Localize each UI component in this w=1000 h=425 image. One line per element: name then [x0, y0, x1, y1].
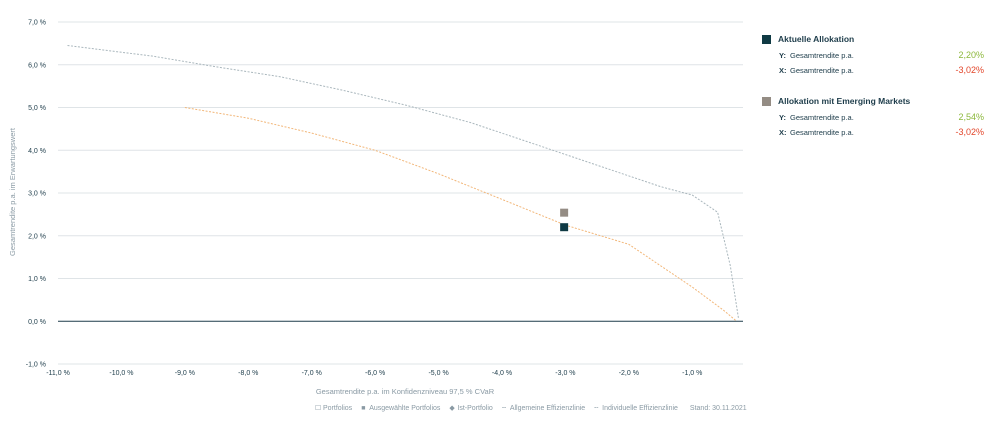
y-tick-label: 0,0 %	[28, 319, 46, 326]
y-tick-label: 6,0 %	[28, 62, 46, 69]
allocation-group-header[interactable]: Aktuelle Allokation	[762, 32, 984, 46]
color-swatch-icon	[762, 96, 771, 106]
legend-item: Individuelle Effizienzlinie	[602, 405, 678, 412]
y-tick-label: 7,0 %	[28, 20, 46, 27]
efficiency-chart: 7,0 % 6,0 % 5,0 % 4,0 % 3,0 % 2,0 % 1,0 % 0,0 %…	[8, 20, 747, 413]
legend-symbol: ☐	[315, 404, 321, 412]
emerging-markets-marker[interactable]	[560, 208, 569, 217]
chart-legend: ☐ Portfolios ■ Ausgewählte Portfolios ◆ Ist-P…	[315, 404, 747, 412]
allocation-title: Allokation mit Emerging Markets	[778, 96, 911, 106]
x-tick-label: -5,0 %	[428, 370, 448, 377]
row-description: Gesamtrendite p.a.	[790, 128, 854, 137]
allocation-row: Y: Gesamtrendite p.a. 2,20%	[762, 50, 984, 65]
row-description: Gesamtrendite p.a.	[790, 66, 854, 75]
x-axis-title: Gesamtrendite p.a. im Konfidenzniveau 97…	[316, 387, 495, 396]
legend-symbol: ╌	[594, 405, 599, 412]
allocation-group: Allokation mit Emerging Markets Y: Gesamtr…	[762, 94, 984, 142]
x-tick-label: -2,0 %	[619, 370, 639, 377]
stand-date: Stand: 30.11.2021	[690, 405, 747, 412]
x-tick-label: -6,0 %	[365, 370, 385, 377]
row-description: Gesamtrendite p.a.	[790, 51, 854, 60]
allocation-panel: Aktuelle Allokation Y: Gesamtrendite p.a. 2…	[762, 32, 984, 156]
row-axis-label: Y:	[779, 51, 786, 60]
y-tick-label: 2,0 %	[28, 233, 46, 240]
legend-symbol: ╌	[502, 405, 507, 412]
allocation-row: X: Gesamtrendite p.a. -3,02%	[762, 65, 984, 80]
individual-efficiency-line	[184, 107, 738, 322]
portfolio-markers	[560, 208, 569, 232]
row-axis-label: X:	[779, 128, 787, 137]
x-tick-label: -1,0 %	[682, 370, 702, 377]
legend-item: Ausgewählte Portfolios	[369, 405, 441, 412]
row-axis-label: X:	[779, 66, 787, 75]
x-tick-label: -7,0 %	[302, 370, 322, 377]
legend-item: Allgemeine Effizienzlinie	[510, 405, 585, 412]
y-axis-title: Gesamtrendite p.a. im Erwartungswert	[8, 127, 17, 256]
x-tick-label: -11,0 %	[46, 370, 70, 377]
row-value: -3,02%	[955, 127, 984, 137]
legend-item: Portfolios	[323, 405, 353, 412]
y-tick-label: 5,0 %	[28, 105, 46, 112]
row-value: 2,54%	[958, 112, 984, 122]
x-tick-labels: -11,0 % -10,0 % -9,0 % -8,0 % -7,0 % -6,0 % -5…	[46, 370, 702, 377]
x-tick-label: -4,0 %	[492, 370, 512, 377]
grid-lines	[58, 21, 743, 365]
row-value: -3,02%	[955, 65, 984, 75]
allocation-group: Aktuelle Allokation Y: Gesamtrendite p.a. 2…	[762, 32, 984, 80]
current-allocation-marker[interactable]	[560, 223, 569, 232]
x-tick-label: -9,0 %	[175, 370, 195, 377]
x-tick-label: -10,0 %	[109, 370, 133, 377]
row-axis-label: Y:	[779, 113, 786, 122]
x-tick-label: -3,0 %	[555, 370, 575, 377]
allocation-group-header[interactable]: Allokation mit Emerging Markets	[762, 94, 984, 108]
y-tick-labels: 7,0 % 6,0 % 5,0 % 4,0 % 3,0 % 2,0 % 1,0 % 0,0 %…	[26, 20, 46, 369]
legend-symbol: ◆	[449, 405, 455, 412]
allocation-title: Aktuelle Allokation	[778, 34, 855, 44]
row-value: 2,20%	[958, 50, 984, 60]
series-lines	[67, 45, 740, 322]
row-description: Gesamtrendite p.a.	[790, 113, 854, 122]
general-efficiency-line	[67, 45, 740, 320]
y-tick-label: 4,0 %	[28, 148, 46, 155]
y-tick-label: 3,0 %	[28, 191, 46, 198]
allocation-row: X: Gesamtrendite p.a. -3,02%	[762, 127, 984, 142]
color-swatch-icon	[762, 34, 771, 44]
legend-item: Ist-Portfolio	[457, 405, 493, 412]
allocation-row: Y: Gesamtrendite p.a. 2,54%	[762, 112, 984, 127]
x-tick-label: -8,0 %	[238, 370, 258, 377]
y-tick-label: 1,0 %	[28, 276, 46, 283]
legend-symbol: ■	[361, 405, 365, 412]
y-tick-label: -1,0 %	[26, 362, 46, 369]
